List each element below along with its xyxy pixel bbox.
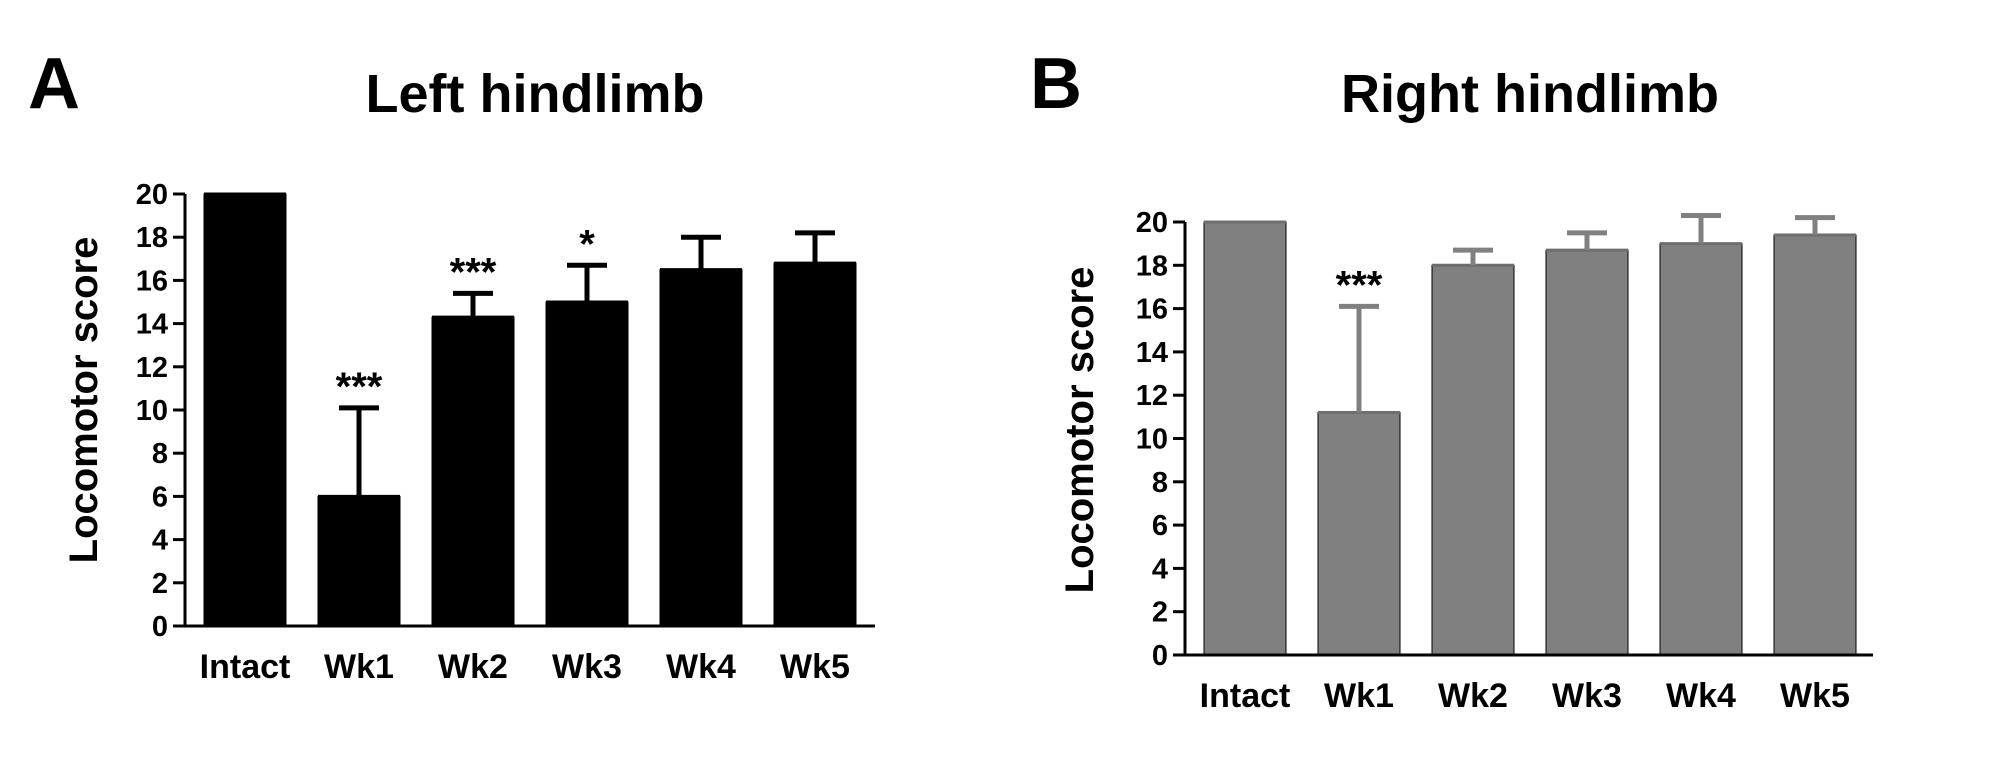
panel-a-y-tick-label-4: 4	[152, 525, 168, 557]
panel-b-y-tick-label-6: 6	[1152, 510, 1168, 542]
panel-a-y-tick-label-12: 12	[136, 352, 168, 384]
panel-a-x-tick-label-wk4: Wk4	[666, 648, 736, 686]
panel-b-bar-wk2	[1431, 264, 1515, 656]
panel-a-y-tick-label-16: 16	[136, 265, 168, 297]
panel-a: A Left hindlimb Locomotor score Intact**…	[28, 44, 875, 686]
panel-a-x-tick-label-wk2: Wk2	[438, 648, 508, 686]
panel-b-plot-area: Intact *** Wk1 Wk2 Wk3 Wk4 Wk5 0 2 4 6 8 10 12 14 16 18 2…	[1136, 207, 1873, 715]
panel-b-y-tick-label-0: 0	[1152, 640, 1168, 672]
panel-a-y-axis-label: Locomotor score	[62, 237, 106, 564]
panel-a-x-tick-label-wk3: Wk3	[552, 648, 622, 686]
panel-b-x-tick-label-wk2: Wk2	[1438, 677, 1508, 715]
panel-a-bar-wk1	[317, 495, 401, 627]
panel-a-significance-wk1: ***	[336, 365, 383, 409]
panel-a-title: Left hindlimb	[366, 64, 705, 124]
panel-a-y-tick-label-8: 8	[152, 438, 168, 470]
panel-b-y-tick-label-14: 14	[1136, 337, 1168, 369]
panel-a-bar-wk2	[431, 316, 515, 627]
panel-a-bar-wk4	[659, 269, 743, 627]
panel-b-x-tick-label-wk5: Wk5	[1780, 677, 1850, 715]
panel-b-bar-intact	[1203, 221, 1287, 656]
panel-b-bar-wk3	[1545, 249, 1629, 656]
panel-b-x-tick-label-wk4: Wk4	[1666, 677, 1736, 715]
panel-a-y-tick-label-20: 20	[136, 179, 168, 211]
panel-b-x-tick-label-wk1: Wk1	[1324, 677, 1394, 715]
panel-b-y-tick-label-10: 10	[1136, 424, 1168, 456]
panel-b-bar-wk5	[1773, 234, 1857, 656]
panel-b-bar-wk4	[1659, 243, 1743, 656]
panel-b-y-tick-label-12: 12	[1136, 380, 1168, 412]
panel-b-x-tick-label-intact: Intact	[1200, 677, 1291, 715]
panel-b-significance-wk1: ***	[1336, 263, 1383, 307]
panel-b-y-tick-label-8: 8	[1152, 467, 1168, 499]
panel-a-y-tick-label-6: 6	[152, 481, 168, 513]
panel-a-y-tick-label-18: 18	[136, 222, 168, 254]
panel-b-y-axis-label: Locomotor score	[1058, 267, 1102, 594]
panel-b-y-tick-label-16: 16	[1136, 294, 1168, 326]
panel-a-x-tick-label-wk5: Wk5	[780, 648, 850, 686]
panel-a-x-tick-label-wk1: Wk1	[324, 648, 394, 686]
panel-b-y-tick-label-18: 18	[1136, 250, 1168, 282]
panel-b: B Right hindlimb Locomotor score Intact *…	[1030, 44, 1873, 715]
panel-letter-a: A	[28, 44, 80, 124]
panel-b-y-tick-label-2: 2	[1152, 597, 1168, 629]
panel-b-bar-wk1	[1317, 412, 1401, 656]
panel-a-y-tick-label-10: 10	[136, 395, 168, 427]
panel-a-plot-area: Intact *** Wk1 *** Wk2 * Wk3 Wk4 Wk5 0 2 4 6 8 10 12 14 1…	[136, 179, 875, 686]
panel-a-y-tick-label-0: 0	[152, 611, 168, 643]
panel-a-significance-wk2: ***	[450, 250, 497, 294]
panel-b-y-tick-label-4: 4	[1152, 553, 1168, 585]
panel-a-bar-wk3	[545, 301, 629, 627]
panel-b-x-tick-label-wk3: Wk3	[1552, 677, 1622, 715]
panel-b-title: Right hindlimb	[1341, 64, 1719, 124]
panel-a-bar-intact	[203, 193, 287, 627]
panel-a-x-tick-label-intact: Intact	[200, 648, 291, 686]
panel-letter-b: B	[1030, 44, 1082, 124]
panel-a-significance-wk3: *	[579, 222, 595, 266]
panel-a-y-tick-label-2: 2	[152, 568, 168, 600]
panel-a-y-tick-label-14: 14	[136, 309, 168, 341]
panel-a-bar-wk5	[773, 262, 857, 627]
panel-b-y-tick-label-20: 20	[1136, 207, 1168, 239]
